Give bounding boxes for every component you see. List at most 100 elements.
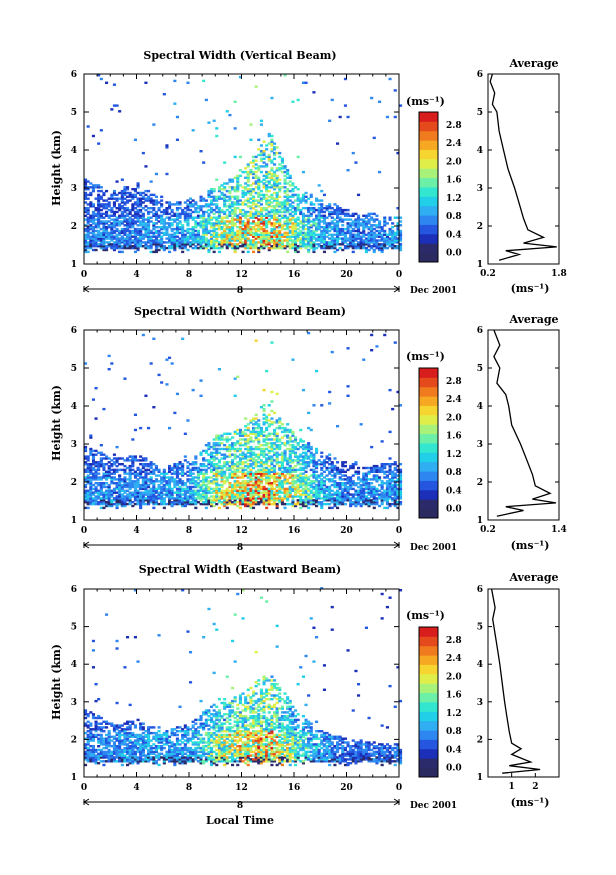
heatmap-cell [304, 245, 308, 248]
heatmap-cell [144, 489, 148, 492]
heatmap-cell [364, 216, 368, 219]
heatmap-cell [349, 231, 353, 235]
heatmap-cell [199, 472, 203, 475]
heatmap-cell [225, 182, 229, 185]
heatmap-cell [212, 208, 216, 212]
heatmap-cell [118, 495, 122, 498]
heatmap-cell [270, 229, 274, 233]
heatmap-cell [317, 226, 321, 229]
heatmap-cell [112, 243, 116, 246]
heatmap-cell [223, 480, 227, 483]
heatmap-cell [278, 501, 282, 504]
heatmap-cell [225, 478, 229, 481]
heatmap-cell [91, 478, 95, 481]
heatmap-cell [304, 445, 308, 449]
heatmap-cell [278, 235, 282, 238]
heatmap-cell [267, 434, 271, 437]
heatmap-cell [238, 495, 242, 498]
heatmap-cell [231, 203, 235, 206]
heatmap-cell [107, 203, 111, 206]
heatmap-cell [202, 476, 206, 479]
heatmap-cell [86, 466, 90, 470]
heatmap-cell [202, 468, 206, 472]
heatmap-cell [94, 489, 98, 492]
heatmap-cell [91, 186, 95, 189]
heatmap-cell [317, 199, 321, 202]
heatmap-cell [370, 224, 374, 227]
heatmap-cell [286, 188, 290, 191]
heatmap-cell [262, 243, 266, 246]
heatmap-cell [325, 222, 329, 225]
heatmap-cell [91, 231, 95, 235]
heatmap-cell [301, 451, 305, 454]
heatmap-cell [102, 463, 106, 466]
heatmap-cell [128, 482, 132, 485]
heatmap-cell [217, 214, 221, 217]
heatmap-cell [131, 203, 135, 206]
heatmap-cell [107, 237, 111, 240]
heatmap-cell [228, 212, 232, 216]
heatmap-cell [215, 197, 219, 200]
heatmap-cell [196, 485, 200, 489]
heatmap-cell [254, 470, 258, 473]
heatmap-cell [236, 461, 240, 464]
heatmap-cell [178, 489, 182, 492]
heatmap-cell [328, 493, 332, 496]
heatmap-cell [215, 220, 219, 223]
heatmap-cell [118, 499, 122, 502]
heatmap-cell [194, 245, 198, 248]
heatmap-cell [136, 201, 140, 204]
heatmap-cell [275, 504, 279, 508]
heatmap-cell [249, 491, 253, 494]
heatmap-cell [241, 224, 245, 227]
heatmap-cell [141, 478, 145, 481]
heatmap-cell [212, 504, 216, 508]
heatmap-cell [267, 203, 271, 206]
heatmap-cell [299, 499, 303, 502]
heatmap-cell [238, 470, 242, 473]
heatmap-cell [84, 195, 88, 198]
heatmap-cell [286, 502, 290, 506]
heatmap-cell [199, 394, 203, 397]
heatmap-cell [152, 506, 156, 510]
heatmap-cell [223, 472, 227, 475]
colorbar-tick-label: 0.0 [446, 249, 462, 259]
heatmap-cell [86, 474, 90, 477]
heatmap-cell [231, 233, 235, 236]
heatmap-cell [178, 216, 182, 219]
heatmap-cell [262, 224, 266, 227]
heatmap-cell [133, 193, 137, 197]
heatmap-cell [133, 233, 137, 236]
heatmap-cell [183, 497, 187, 500]
heatmap-cell [304, 474, 308, 477]
heatmap-cell [328, 226, 332, 229]
heatmap-cell [322, 243, 326, 246]
heatmap-cell [273, 246, 277, 250]
heatmap-cell [160, 226, 164, 229]
heatmap-cell [315, 369, 319, 373]
heatmap-cell [273, 184, 277, 187]
heatmap-cell [252, 501, 256, 504]
heatmap-cell [102, 245, 106, 248]
heatmap-cell [286, 170, 290, 174]
heatmap-cell [120, 468, 124, 472]
heatmap-cell [175, 468, 179, 472]
heatmap-cell [291, 474, 295, 477]
heatmap-cell [89, 243, 93, 246]
heatmap-cell [273, 231, 277, 235]
heatmap-cell [165, 482, 169, 485]
heatmap-cell [170, 210, 174, 214]
heatmap-cell [173, 464, 177, 468]
heatmap-cell [133, 470, 137, 473]
heatmap-cell [283, 231, 287, 235]
heatmap-cell [128, 495, 132, 498]
heatmap-cell [252, 241, 256, 244]
heatmap-cell [270, 245, 274, 248]
heatmap-cell [383, 243, 387, 246]
heatmap-cell [262, 233, 266, 236]
heatmap-cell [388, 241, 392, 244]
heatmap-cell [86, 463, 90, 466]
heatmap-cell [204, 224, 208, 227]
heatmap-cell [110, 195, 114, 198]
heatmap-cell [228, 501, 232, 504]
